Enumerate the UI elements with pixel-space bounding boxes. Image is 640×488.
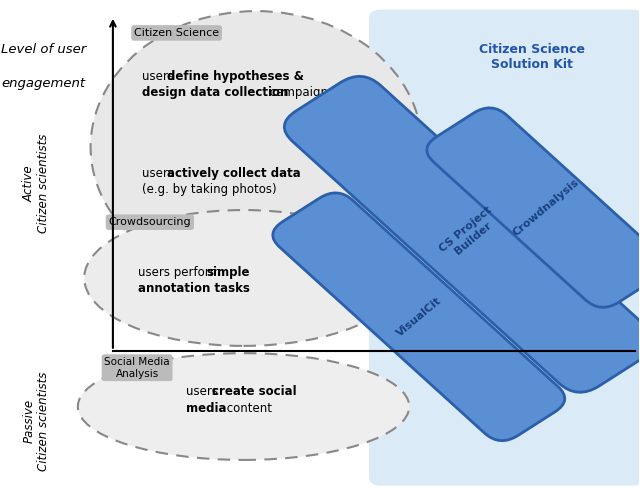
Ellipse shape: [84, 210, 403, 346]
Text: users: users: [186, 386, 222, 399]
Text: (e.g. by taking photos): (e.g. by taking photos): [141, 183, 276, 196]
Text: campaign: campaign: [266, 86, 328, 99]
Text: engagement: engagement: [1, 78, 86, 90]
Text: define hypotheses &: define hypotheses &: [167, 70, 304, 83]
Text: Level of user: Level of user: [1, 43, 86, 57]
Text: users: users: [141, 167, 177, 180]
Ellipse shape: [91, 11, 422, 283]
Text: annotation tasks: annotation tasks: [138, 282, 250, 295]
Text: media: media: [186, 402, 227, 414]
Text: content: content: [223, 402, 272, 414]
FancyBboxPatch shape: [273, 193, 564, 441]
FancyBboxPatch shape: [284, 76, 640, 392]
Text: CS Project
Builder: CS Project Builder: [438, 205, 502, 264]
FancyBboxPatch shape: [427, 108, 640, 307]
Text: Social Media
Analysis: Social Media Analysis: [104, 357, 170, 379]
FancyBboxPatch shape: [369, 10, 640, 486]
Text: users perform: users perform: [138, 265, 225, 279]
Text: VisualCit: VisualCit: [394, 295, 443, 338]
Text: Citizen Science: Citizen Science: [134, 28, 219, 38]
Text: simple: simple: [206, 265, 250, 279]
Text: create social: create social: [212, 386, 296, 399]
Text: Passive
Citizen scientists: Passive Citizen scientists: [22, 371, 51, 471]
Text: Crowdsourcing: Crowdsourcing: [109, 217, 191, 227]
Text: Active
Citizen scientists: Active Citizen scientists: [22, 134, 51, 233]
Ellipse shape: [78, 353, 409, 460]
Text: Crowdnalysis: Crowdnalysis: [511, 177, 581, 238]
Text: Citizen Science
Solution Kit: Citizen Science Solution Kit: [479, 43, 584, 71]
Text: users: users: [141, 70, 177, 83]
Text: actively collect data: actively collect data: [167, 167, 301, 180]
Text: design data collection: design data collection: [141, 86, 288, 99]
